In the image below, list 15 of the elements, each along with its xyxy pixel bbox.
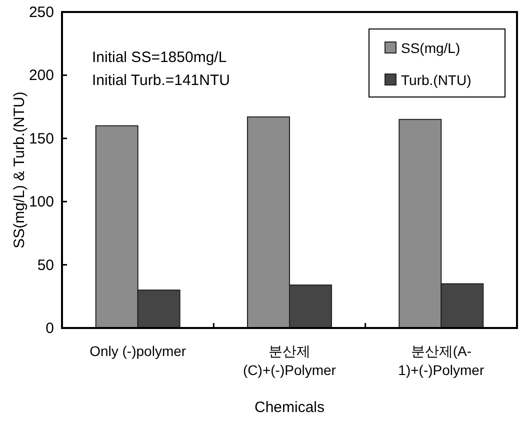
x-tick-label: 분산제(A- 1)+(-)Polymer (398, 343, 484, 378)
annotation: Initial SS=1850mg/L (92, 49, 227, 66)
legend-label: Turb.(NTU) (401, 72, 472, 88)
y-axis-title: SS(mg/L) & Turb.(NTU) (11, 92, 28, 248)
y-tick-label: 150 (28, 130, 54, 148)
x-tick-label: 분산제 (C)+(-)Polymer (243, 343, 336, 378)
y-tick-label: 200 (28, 67, 54, 84)
x-tick-label: Only (-)polymer (90, 343, 186, 359)
y-tick-label: 100 (28, 194, 54, 211)
y-tick-label: 0 (46, 320, 54, 337)
annotation: Initial Turb.=141NTU (92, 72, 230, 89)
x-axis-title: Chemicals (254, 399, 325, 416)
y-tick-label: 250 (28, 4, 54, 21)
y-tick-label: 50 (37, 256, 54, 274)
legend-label: SS(mg/L) (401, 40, 460, 56)
